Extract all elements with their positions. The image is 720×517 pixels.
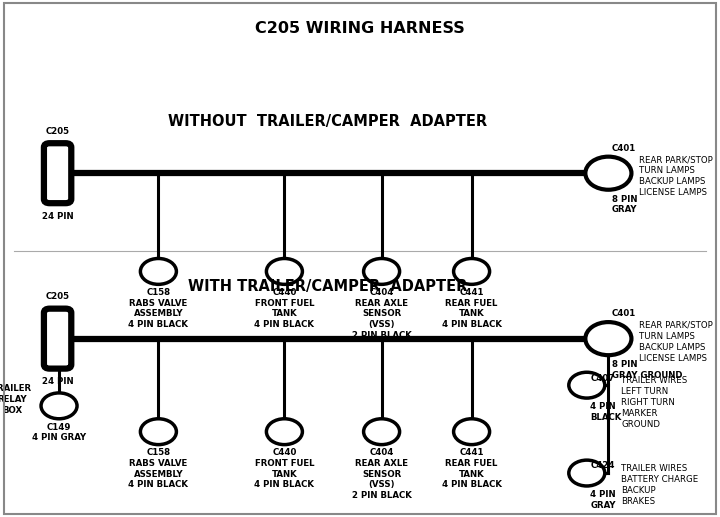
Text: C407: C407 [590,374,615,383]
Circle shape [569,460,605,486]
Text: C149: C149 [47,423,71,432]
Text: 8 PIN
GRAY GROUND: 8 PIN GRAY GROUND [612,360,683,380]
Text: TRAILER WIRES
BATTERY CHARGE
BACKUP
BRAKES: TRAILER WIRES BATTERY CHARGE BACKUP BRAK… [621,464,698,506]
Text: 24 PIN: 24 PIN [42,212,73,221]
Text: 4 PIN GRAY: 4 PIN GRAY [32,433,86,442]
Circle shape [266,419,302,445]
FancyBboxPatch shape [44,309,71,369]
Circle shape [364,419,400,445]
Text: C441
REAR FUEL
TANK
4 PIN BLACK: C441 REAR FUEL TANK 4 PIN BLACK [441,288,502,329]
Text: C158
RABS VALVE
ASSEMBLY
4 PIN BLACK: C158 RABS VALVE ASSEMBLY 4 PIN BLACK [128,448,189,490]
Circle shape [585,322,631,355]
Text: WITH TRAILER/CAMPER  ADAPTER: WITH TRAILER/CAMPER ADAPTER [188,279,467,295]
Text: C158
RABS VALVE
ASSEMBLY
4 PIN BLACK: C158 RABS VALVE ASSEMBLY 4 PIN BLACK [128,288,189,329]
Circle shape [266,258,302,284]
Circle shape [569,372,605,398]
Text: 4 PIN
GRAY: 4 PIN GRAY [590,490,616,510]
Text: REAR PARK/STOP
TURN LAMPS
BACKUP LAMPS
LICENSE LAMPS: REAR PARK/STOP TURN LAMPS BACKUP LAMPS L… [639,155,712,197]
Circle shape [364,258,400,284]
Circle shape [140,258,176,284]
Text: REAR PARK/STOP
TURN LAMPS
BACKUP LAMPS
LICENSE LAMPS: REAR PARK/STOP TURN LAMPS BACKUP LAMPS L… [639,321,712,363]
Text: C401: C401 [612,144,636,153]
FancyBboxPatch shape [44,143,71,203]
Text: 4 PIN
BLACK: 4 PIN BLACK [590,402,622,422]
Text: TRAILER
RELAY
BOX: TRAILER RELAY BOX [0,385,32,415]
Text: C404
REAR AXLE
SENSOR
(VSS)
2 PIN BLACK: C404 REAR AXLE SENSOR (VSS) 2 PIN BLACK [351,448,412,500]
Circle shape [454,419,490,445]
Text: C440
FRONT FUEL
TANK
4 PIN BLACK: C440 FRONT FUEL TANK 4 PIN BLACK [254,448,315,490]
Text: 8 PIN
GRAY: 8 PIN GRAY [612,195,637,215]
Text: C440
FRONT FUEL
TANK
4 PIN BLACK: C440 FRONT FUEL TANK 4 PIN BLACK [254,288,315,329]
Circle shape [585,157,631,190]
Text: C205: C205 [45,127,70,136]
Text: TRAILER WIRES
LEFT TURN
RIGHT TURN
MARKER
GROUND: TRAILER WIRES LEFT TURN RIGHT TURN MARKE… [621,376,688,429]
Circle shape [454,258,490,284]
Circle shape [140,419,176,445]
Text: C441
REAR FUEL
TANK
4 PIN BLACK: C441 REAR FUEL TANK 4 PIN BLACK [441,448,502,490]
Text: C401: C401 [612,309,636,318]
Text: C424: C424 [590,462,615,470]
Text: C205 WIRING HARNESS: C205 WIRING HARNESS [255,21,465,36]
Circle shape [41,393,77,419]
Text: WITHOUT  TRAILER/CAMPER  ADAPTER: WITHOUT TRAILER/CAMPER ADAPTER [168,114,487,129]
Text: C404
REAR AXLE
SENSOR
(VSS)
2 PIN BLACK: C404 REAR AXLE SENSOR (VSS) 2 PIN BLACK [351,288,412,340]
Text: C205: C205 [45,293,70,301]
Text: 24 PIN: 24 PIN [42,377,73,386]
